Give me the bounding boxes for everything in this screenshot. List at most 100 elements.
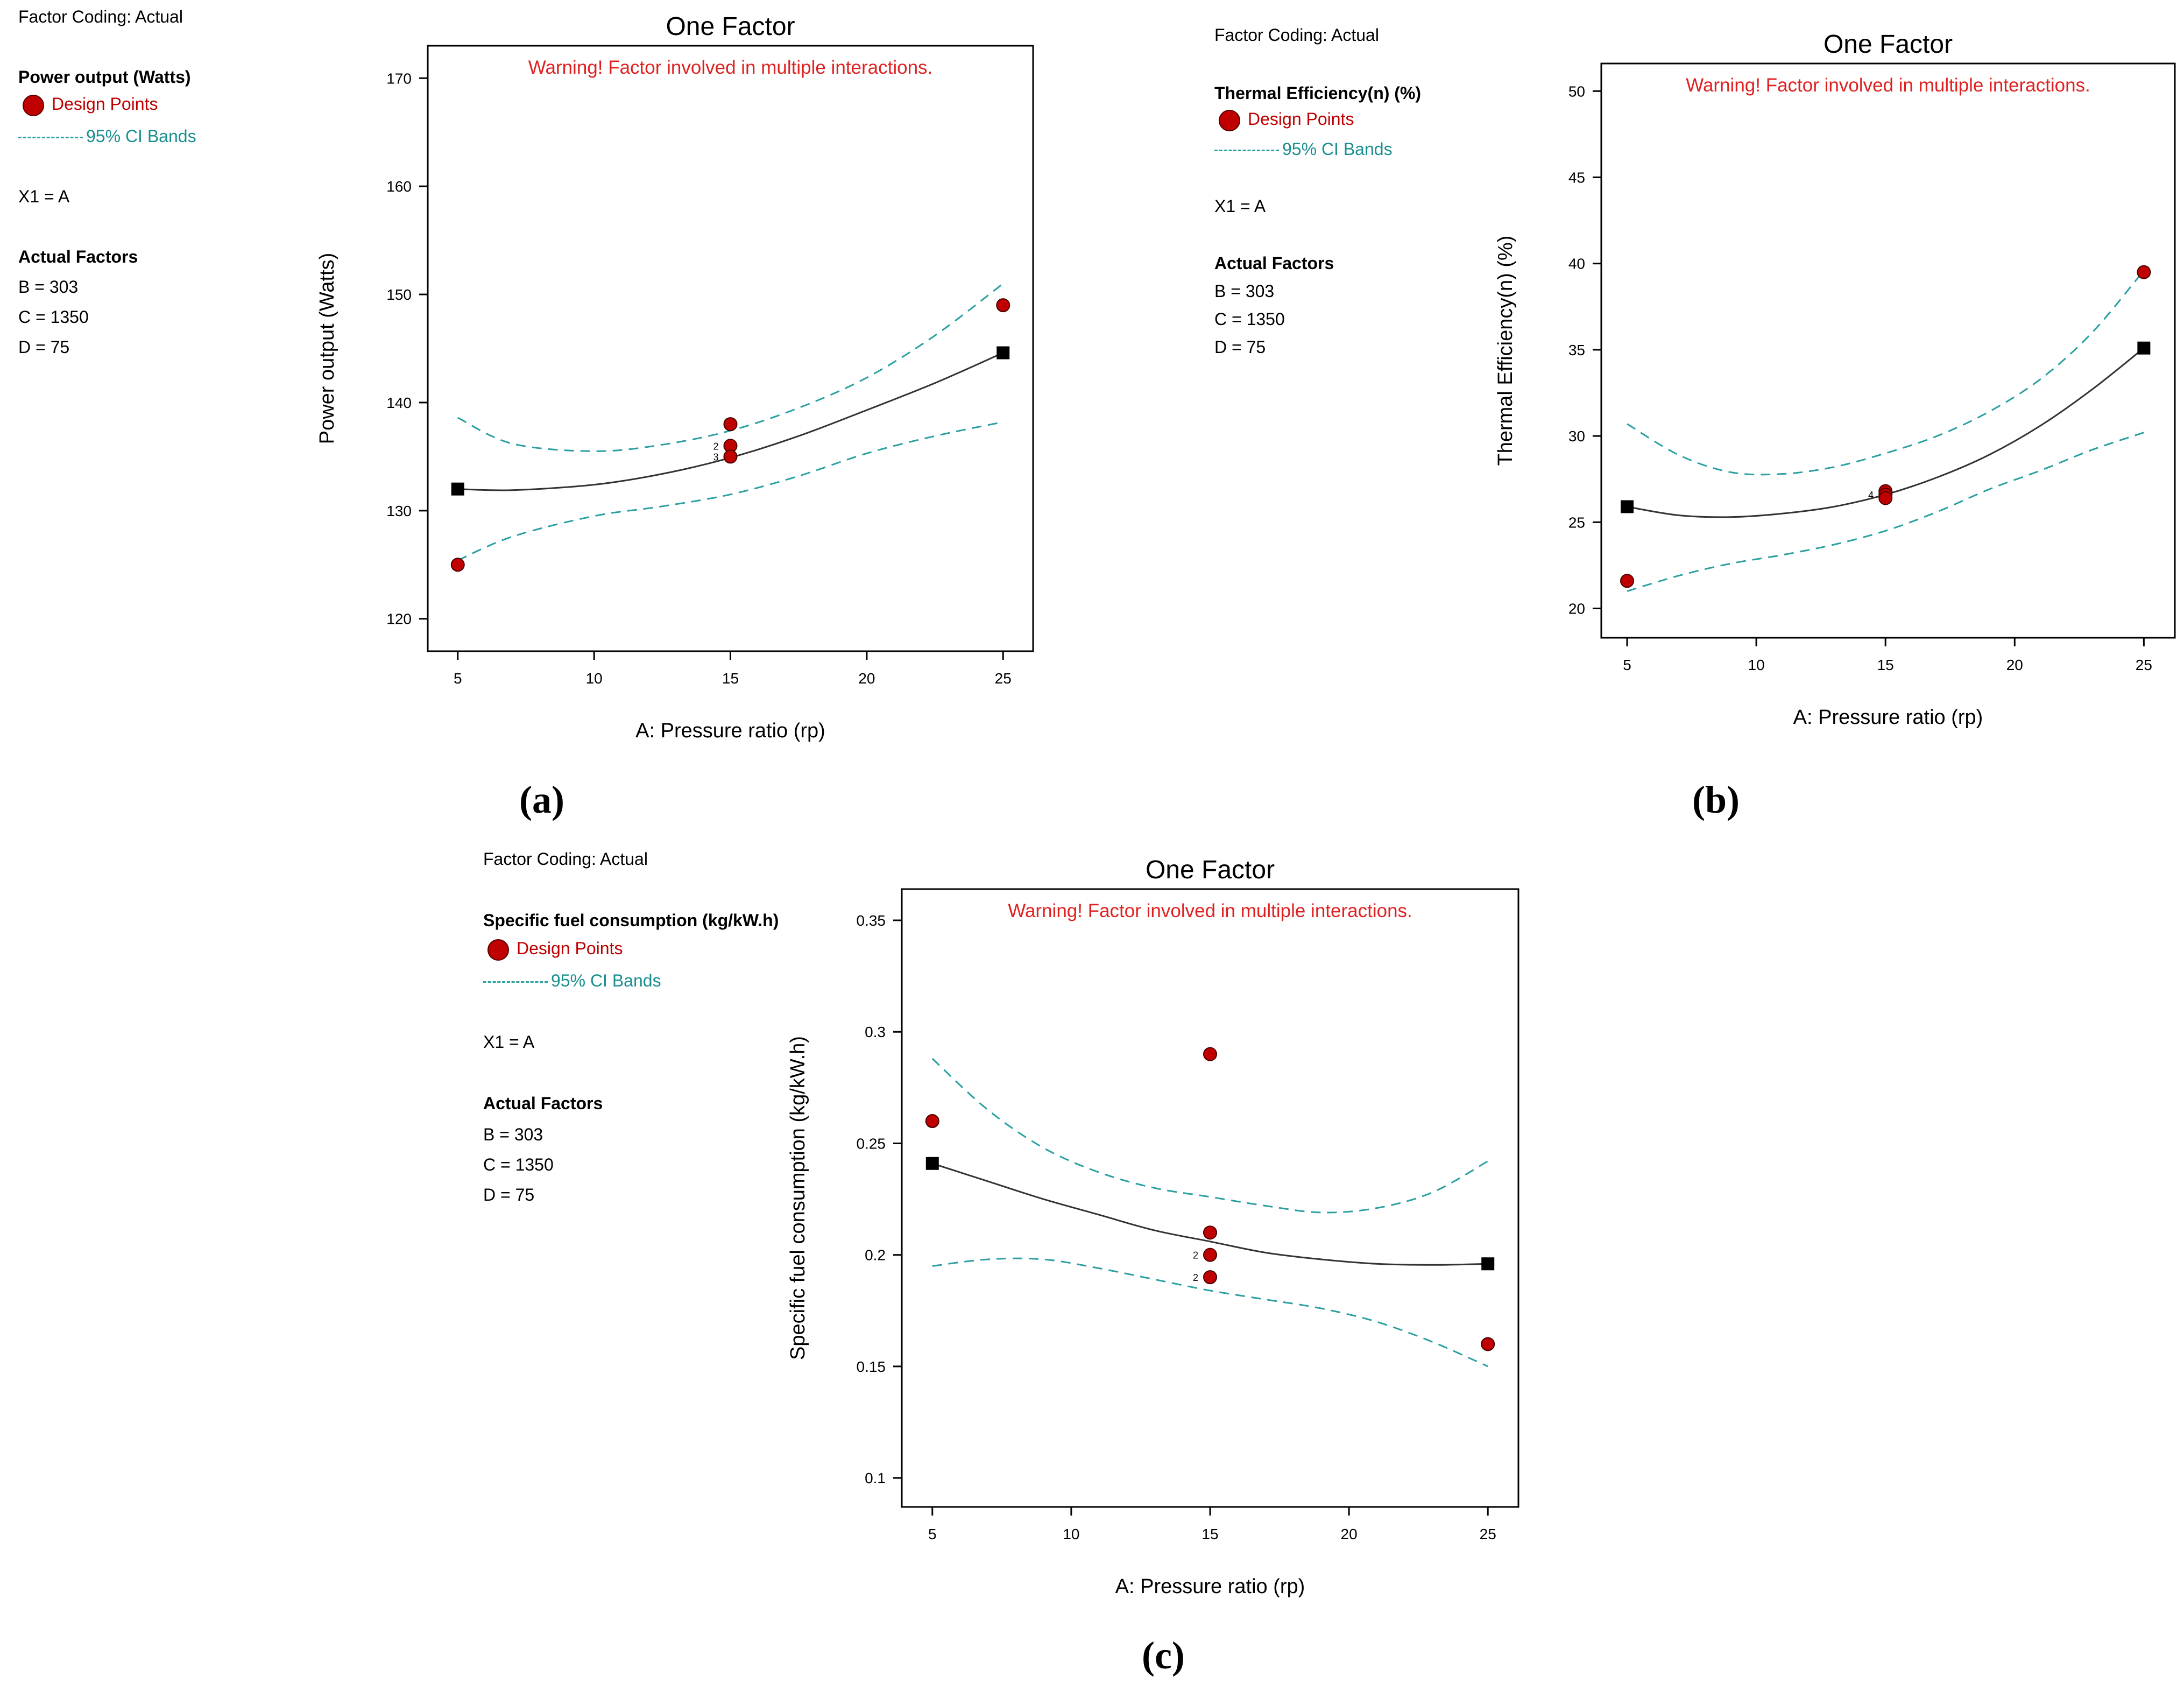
panel-label-c: (c) — [1142, 1634, 1185, 1677]
chart-c: One Factor Warning! Factor involved in mu… — [787, 856, 1519, 1598]
response-label: Power output (Watts) — [18, 67, 191, 87]
y-axis-label: Power output (Watts) — [316, 253, 338, 445]
fit-endpoint-marker — [1621, 500, 1634, 513]
factor-c-label: C = 1350 — [483, 1155, 554, 1174]
x1-label: X1 = A — [483, 1032, 535, 1052]
design-point — [723, 417, 738, 432]
x-tick-label: 20 — [1341, 1526, 1358, 1542]
x-tick-label: 20 — [2006, 657, 2023, 673]
factor-coding-label: Factor Coding: Actual — [1214, 25, 1379, 45]
actual-factors-label: Actual Factors — [483, 1094, 603, 1113]
x-tick-label: 25 — [1480, 1526, 1496, 1542]
y-tick-label: 30 — [1568, 428, 1585, 445]
y-tick-label: 50 — [1568, 83, 1585, 100]
replicate-count-label: 2 — [1193, 1272, 1198, 1283]
factor-d-label: D = 75 — [18, 337, 70, 357]
design-point — [723, 449, 738, 464]
fit-endpoint-marker — [451, 482, 464, 496]
fit-line — [932, 1162, 1488, 1266]
y-tick-label: 35 — [1568, 342, 1585, 358]
y-axis-label: Specific fuel consumption (kg/kW.h) — [787, 1036, 809, 1360]
x-axis-label: A: Pressure ratio (rp) — [1115, 1575, 1305, 1598]
factor-d-label: D = 75 — [1214, 337, 1266, 357]
factor-c-label: C = 1350 — [18, 307, 89, 327]
fit-endpoint-marker — [1481, 1257, 1495, 1271]
design-point — [925, 1114, 939, 1129]
ci-dash-line-icon — [483, 981, 548, 983]
replicate-count-label: 2 — [713, 441, 718, 452]
panel-label-a: (a) — [519, 778, 564, 821]
replicate-count-label: 2 — [1193, 1250, 1198, 1261]
x-tick-label: 10 — [1748, 657, 1765, 673]
x-tick-label: 5 — [1623, 657, 1631, 673]
y-tick-label: 0.25 — [857, 1135, 886, 1152]
replicate-count-label: 3 — [713, 452, 718, 462]
y-tick-label: 0.35 — [857, 912, 886, 929]
response-label: Thermal Efficiency(n) (%) — [1214, 83, 1422, 103]
design-point — [1203, 1225, 1217, 1240]
y-tick-label: 25 — [1568, 514, 1585, 531]
design-points-label: Design Points — [1248, 109, 1354, 129]
legend-c: Factor Coding: Actual Specific fuel cons… — [483, 842, 860, 1219]
design-point-marker-icon — [1219, 109, 1240, 131]
y-tick-label: 20 — [1568, 601, 1585, 617]
fit-endpoint-marker — [996, 346, 1010, 360]
x-tick-label: 25 — [2136, 657, 2152, 673]
plot-frame — [427, 45, 1034, 652]
y-axis-label: Thermal Efficiency(n) (%) — [1494, 236, 1517, 466]
y-tick-label: 150 — [386, 286, 412, 303]
x-axis-label: A: Pressure ratio (rp) — [1793, 706, 1983, 729]
ci-bands-legend: 95% CI Bands — [483, 970, 661, 991]
factor-d-label: D = 75 — [483, 1185, 535, 1204]
design-point — [1203, 1270, 1217, 1285]
x-tick-label: 20 — [858, 670, 875, 687]
ci-dash-line-icon — [1214, 150, 1279, 152]
design-point — [1620, 574, 1635, 588]
ci-bands-label: 95% CI Bands — [1282, 139, 1393, 159]
legend-b: Factor Coding: Actual Thermal Efficiency… — [1214, 18, 1516, 363]
y-tick-label: 160 — [386, 178, 412, 195]
y-tick-label: 140 — [386, 394, 412, 411]
design-point-marker-icon — [23, 94, 44, 116]
ci-upper-band — [931, 1058, 1488, 1214]
response-label: Specific fuel consumption (kg/kW.h) — [483, 911, 779, 930]
design-point — [450, 558, 465, 572]
y-tick-label: 0.1 — [865, 1470, 886, 1486]
x-axis-label: A: Pressure ratio (rp) — [635, 720, 825, 742]
plot-frame — [1600, 62, 2176, 639]
x-tick-label: 25 — [995, 670, 1012, 687]
design-point — [1203, 1047, 1217, 1061]
design-points-legend: Design Points — [483, 938, 623, 961]
ci-lower-band — [1627, 432, 2144, 592]
y-tick-label: 0.2 — [865, 1247, 886, 1264]
x1-label: X1 = A — [1214, 196, 1266, 216]
y-tick-label: 40 — [1568, 256, 1585, 272]
x1-label: X1 = A — [18, 187, 70, 206]
factor-c-label: C = 1350 — [1214, 309, 1285, 329]
ci-upper-band — [1627, 270, 2145, 476]
y-tick-label: 0.15 — [857, 1358, 886, 1375]
x-tick-label: 15 — [1877, 657, 1894, 673]
chart-b: One Factor Warning! Factor involved in mu… — [1494, 30, 2176, 729]
y-tick-label: 170 — [386, 70, 412, 87]
y-tick-label: 120 — [386, 611, 412, 628]
chart-title: One Factor — [666, 12, 795, 41]
ci-lower-band — [932, 1257, 1488, 1368]
replicate-count-label: 4 — [1868, 490, 1874, 501]
factor-coding-label: Factor Coding: Actual — [483, 849, 648, 869]
factor-b-label: B = 303 — [18, 277, 79, 297]
y-tick-label: 0.3 — [865, 1024, 886, 1040]
x-tick-label: 10 — [1063, 1526, 1079, 1542]
factor-b-label: B = 303 — [483, 1125, 543, 1144]
actual-factors-label: Actual Factors — [1214, 253, 1334, 273]
design-point — [996, 298, 1010, 313]
legend-a: Factor Coding: Actual Power output (Watt… — [18, 0, 320, 377]
x-tick-label: 5 — [928, 1526, 937, 1542]
fit-endpoint-marker — [925, 1157, 939, 1170]
design-point — [1203, 1248, 1217, 1262]
ci-dash-line-icon — [18, 137, 83, 139]
factor-b-label: B = 303 — [1214, 281, 1275, 301]
design-points-legend: Design Points — [1214, 109, 1354, 131]
ci-bands-legend: 95% CI Bands — [1214, 139, 1393, 159]
